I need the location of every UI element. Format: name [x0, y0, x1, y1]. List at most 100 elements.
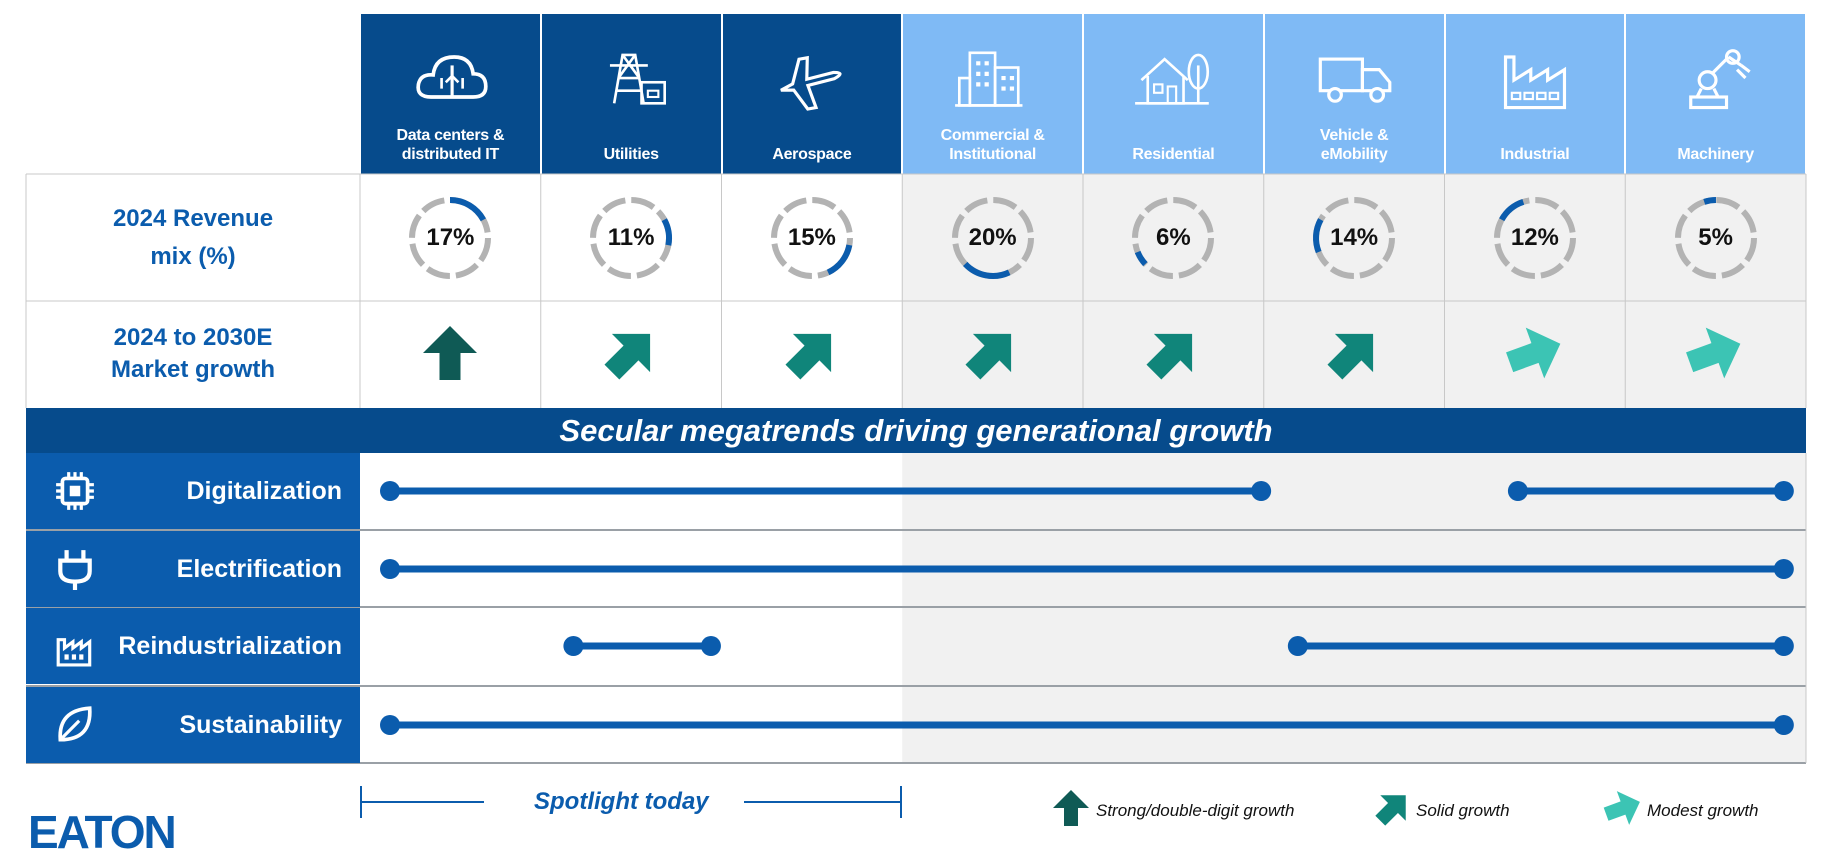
leaf-icon: [58, 706, 92, 742]
megatrend-endpoint: [700, 636, 721, 656]
legend-modest-label: Modest growth: [1647, 801, 1759, 820]
other-bg-top: [902, 174, 1806, 408]
segment-header-6: Industrial: [1445, 14, 1625, 174]
revenue-cell: 5%: [1625, 174, 1806, 301]
megatrend-endpoint: [1773, 715, 1794, 735]
revenue-cell: 20%: [902, 174, 1083, 301]
growth-modest-arrow-icon: [1505, 327, 1560, 379]
legend-solid-arrow-icon: [1375, 795, 1406, 826]
segment-header-5: Vehicle & eMobility: [1264, 14, 1444, 174]
growth-strong-arrow-icon: [423, 326, 477, 380]
donut-chart: [1493, 196, 1576, 279]
robot-arm-icon: [1688, 49, 1751, 110]
megatrend-endpoint: [1507, 481, 1528, 501]
segment-label: Industrial: [1500, 146, 1570, 163]
megatrend-endpoint: [563, 636, 584, 656]
donut-share-arc: [409, 196, 492, 279]
legend-modest-arrow-icon: [1603, 791, 1640, 825]
donut-track: [770, 196, 853, 279]
donut-chart: [770, 196, 853, 279]
revenue-donut: 5%: [1671, 193, 1761, 283]
segment-header-0: Data centers & distributed IT: [361, 14, 540, 174]
revenue-pct-value: 15%: [787, 223, 836, 251]
revenue-pct-value: 20%: [968, 223, 1017, 251]
office-buildings-icon: [954, 51, 1023, 107]
growth-row-label: 2024 to 2030E Market growth: [110, 324, 275, 383]
segment-header-2: Aerospace: [722, 14, 902, 174]
house-tree-icon: [1135, 53, 1210, 105]
airplane-icon: [780, 55, 842, 111]
growth-cell: [1083, 301, 1264, 408]
row-label-bg: [26, 174, 360, 408]
growth-solid-arrow-icon: [1146, 333, 1193, 380]
revenue-pct-value: 12%: [1510, 223, 1559, 251]
megatrend-label: Digitalization: [186, 477, 342, 505]
donut-track: [951, 196, 1034, 279]
revenue-donut: 12%: [1490, 193, 1580, 283]
revenue-donut: 20%: [948, 193, 1038, 283]
truck-icon: [1318, 57, 1392, 103]
revenue-pct-value: 17%: [426, 223, 475, 251]
donut-chart: [1674, 196, 1757, 279]
legend-strong-label: Strong/double-digit growth: [1096, 801, 1295, 820]
megatrend-electrification: Electrification: [26, 531, 360, 607]
megatrend-reindustrialization: Reindustrialization: [26, 608, 360, 684]
growth-cell: [722, 301, 903, 408]
megatrend-digitalization: Digitalization: [26, 453, 360, 529]
megatrend-endpoint: [380, 481, 400, 501]
growth-cell: [1445, 301, 1626, 408]
legend-solid-label: Solid growth: [1416, 801, 1510, 820]
segment-header-3: Commercial & Institutional: [903, 14, 1082, 174]
revenue-cell: 12%: [1445, 174, 1626, 301]
megatrend-endpoint: [380, 715, 400, 735]
segment-header-1: Utilities: [541, 14, 721, 174]
megatrend-sustainability: Sustainability: [26, 687, 360, 763]
revenue-pct-value: 14%: [1330, 223, 1379, 251]
donut-track: [1132, 196, 1215, 279]
legend-strong-arrow-icon: [1053, 790, 1089, 826]
donut-chart: [590, 196, 673, 279]
revenue-donut: 14%: [1309, 193, 1399, 283]
megatrend-endpoint: [1251, 481, 1272, 501]
donut-chart: [951, 196, 1034, 279]
revenue-pct-value: 11%: [607, 223, 655, 251]
segment-label: Machinery: [1677, 146, 1754, 163]
megatrends-banner: Secular megatrends driving generational …: [26, 408, 1806, 453]
donut-chart: [1313, 196, 1396, 279]
segment-label: Data centers & distributed IT: [396, 127, 505, 163]
donut-track: [1313, 196, 1396, 279]
revenue-cell: 17%: [360, 174, 541, 301]
segment-label: Aerospace: [772, 146, 852, 163]
segment-header-4: Residential: [1084, 14, 1263, 174]
megatrend-label: Electrification: [176, 555, 342, 583]
donut-track: [1493, 196, 1576, 279]
growth-solid-arrow-icon: [1327, 333, 1373, 380]
revenue-pct-value: 6%: [1156, 223, 1191, 251]
megatrend-endpoint: [1773, 636, 1794, 656]
revenue-donut: 17%: [405, 193, 495, 283]
donut-share-arc: [1132, 196, 1215, 279]
growth-cell: [1264, 301, 1445, 408]
growth-cell: [360, 301, 541, 408]
growth-modest-arrow-icon: [1686, 327, 1741, 379]
donut-share-arc: [590, 196, 673, 279]
plug-icon: [58, 550, 92, 590]
megatrend-label: Reindustrialization: [118, 632, 342, 660]
growth-cell: [1625, 301, 1806, 408]
revenue-cell: 6%: [1083, 174, 1264, 301]
svg-text:EATON: EATON: [28, 808, 175, 854]
factory-small-icon: [56, 638, 92, 667]
segment-header-7: Machinery: [1626, 14, 1805, 174]
revenue-donut: 6%: [1128, 193, 1218, 283]
revenue-donut: 15%: [767, 193, 857, 283]
revenue-donut: 11%: [586, 193, 676, 283]
megatrend-endpoint: [1773, 481, 1794, 501]
donut-chart: [409, 196, 492, 279]
segment-label: Vehicle & eMobility: [1319, 127, 1389, 163]
segment-label: Commercial & Institutional: [940, 127, 1045, 163]
power-tower-icon: [610, 53, 667, 105]
megatrend-endpoint: [1287, 636, 1308, 656]
megatrend-endpoint: [380, 559, 400, 579]
megatrend-label: Sustainability: [179, 711, 342, 739]
